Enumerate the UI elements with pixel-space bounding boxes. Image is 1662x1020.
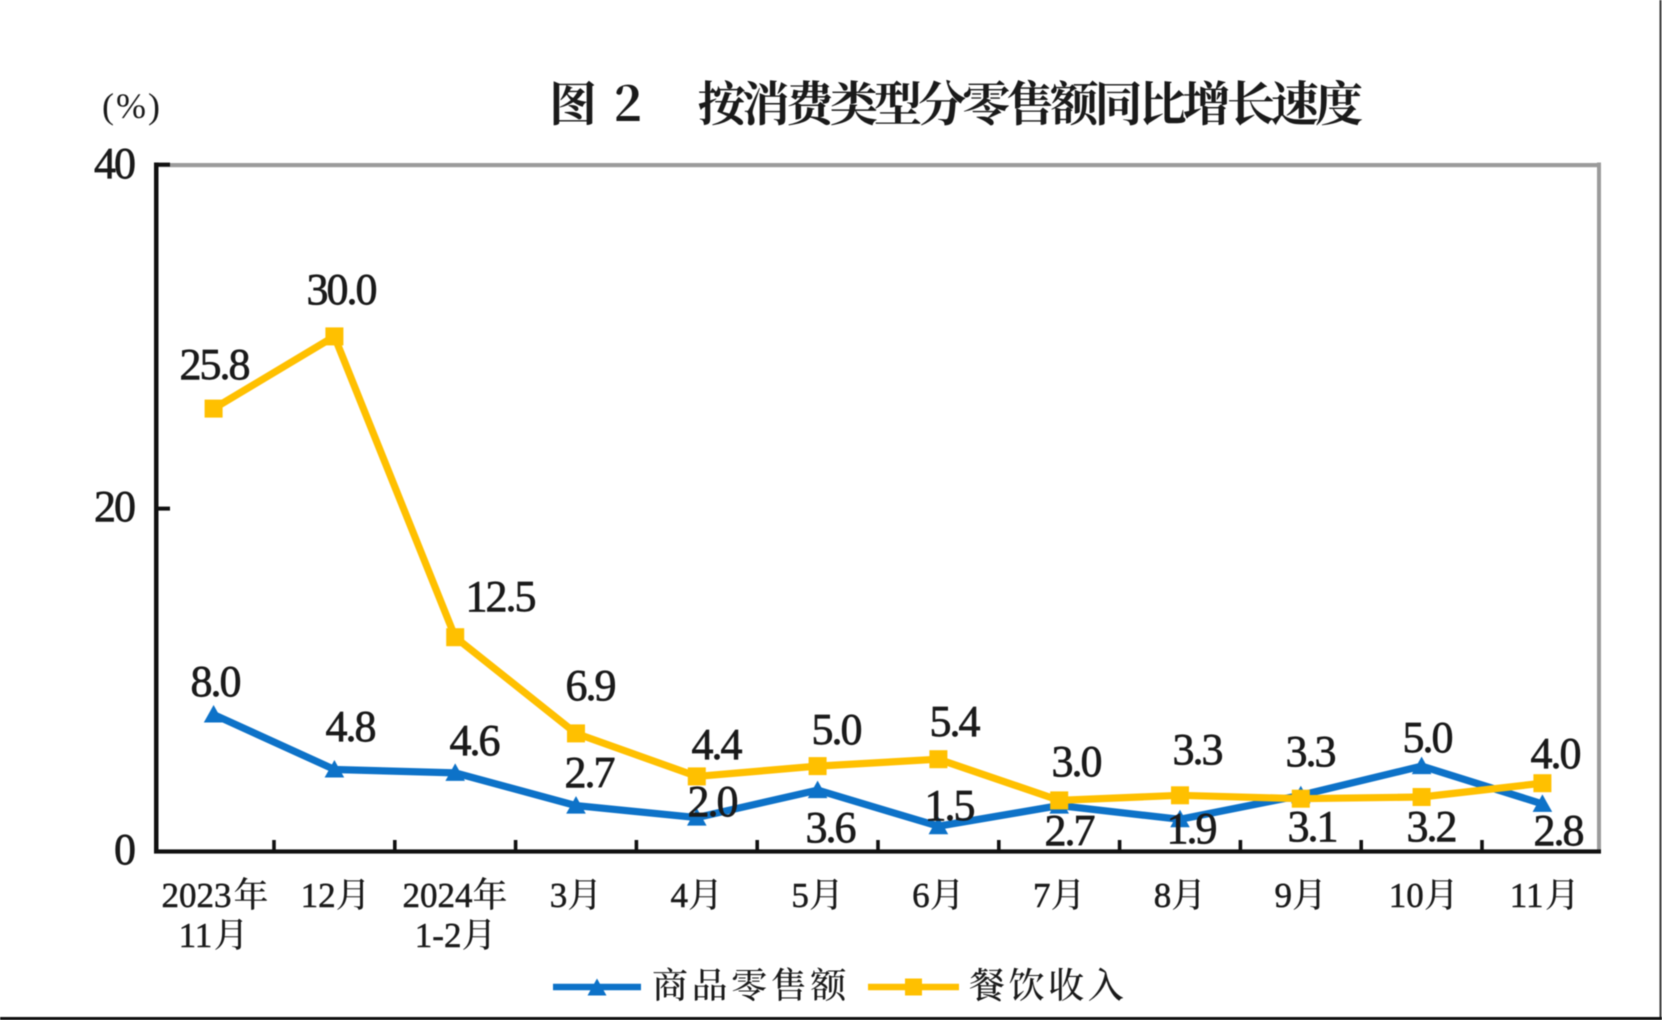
svg-text:1.5: 1.5 <box>925 781 975 830</box>
svg-text:3.2: 3.2 <box>1407 802 1456 851</box>
svg-text:4.4: 4.4 <box>692 720 743 769</box>
svg-text:11: 11 <box>1510 876 1544 915</box>
svg-text:6: 6 <box>912 876 930 915</box>
svg-text:4.0: 4.0 <box>1531 729 1581 778</box>
svg-text:6.9: 6.9 <box>566 661 616 710</box>
svg-text:10: 10 <box>1389 876 1424 915</box>
svg-text:12.5: 12.5 <box>466 572 536 621</box>
svg-text:4.6: 4.6 <box>450 716 500 765</box>
svg-text:2.7: 2.7 <box>565 748 615 797</box>
svg-text:5.0: 5.0 <box>812 705 862 754</box>
svg-text:3.3: 3.3 <box>1173 725 1223 774</box>
svg-text:3.6: 3.6 <box>806 803 856 852</box>
svg-text:20: 20 <box>94 482 135 531</box>
svg-text:4.8: 4.8 <box>326 702 376 751</box>
svg-text:3.1: 3.1 <box>1288 802 1337 851</box>
svg-text:40: 40 <box>94 139 135 188</box>
svg-text:8.0: 8.0 <box>191 657 241 706</box>
svg-text:5: 5 <box>791 876 809 915</box>
svg-text:(%): (%) <box>102 86 162 126</box>
svg-text:2024: 2024 <box>403 876 473 915</box>
svg-text:1.9: 1.9 <box>1167 804 1217 853</box>
svg-text:12: 12 <box>301 876 336 915</box>
svg-text:2.0: 2.0 <box>688 777 738 826</box>
svg-text:3.0: 3.0 <box>1052 737 1102 786</box>
svg-text:5.0: 5.0 <box>1403 713 1453 762</box>
svg-text:2023: 2023 <box>162 876 232 915</box>
svg-text:9: 9 <box>1275 876 1293 915</box>
svg-text:5.4: 5.4 <box>930 697 981 746</box>
svg-text:25.8: 25.8 <box>180 340 250 389</box>
svg-text:30.0: 30.0 <box>307 265 377 314</box>
svg-text:3.3: 3.3 <box>1286 727 1336 776</box>
svg-text:2.8: 2.8 <box>1534 806 1584 855</box>
svg-text:1-2: 1-2 <box>415 916 462 955</box>
svg-text:11: 11 <box>179 916 213 955</box>
svg-text:7: 7 <box>1033 876 1051 915</box>
svg-text:3: 3 <box>550 876 568 915</box>
svg-text:0: 0 <box>114 825 135 874</box>
svg-text:4: 4 <box>671 876 689 915</box>
svg-text:8: 8 <box>1154 876 1172 915</box>
svg-text:2.7: 2.7 <box>1045 806 1095 855</box>
